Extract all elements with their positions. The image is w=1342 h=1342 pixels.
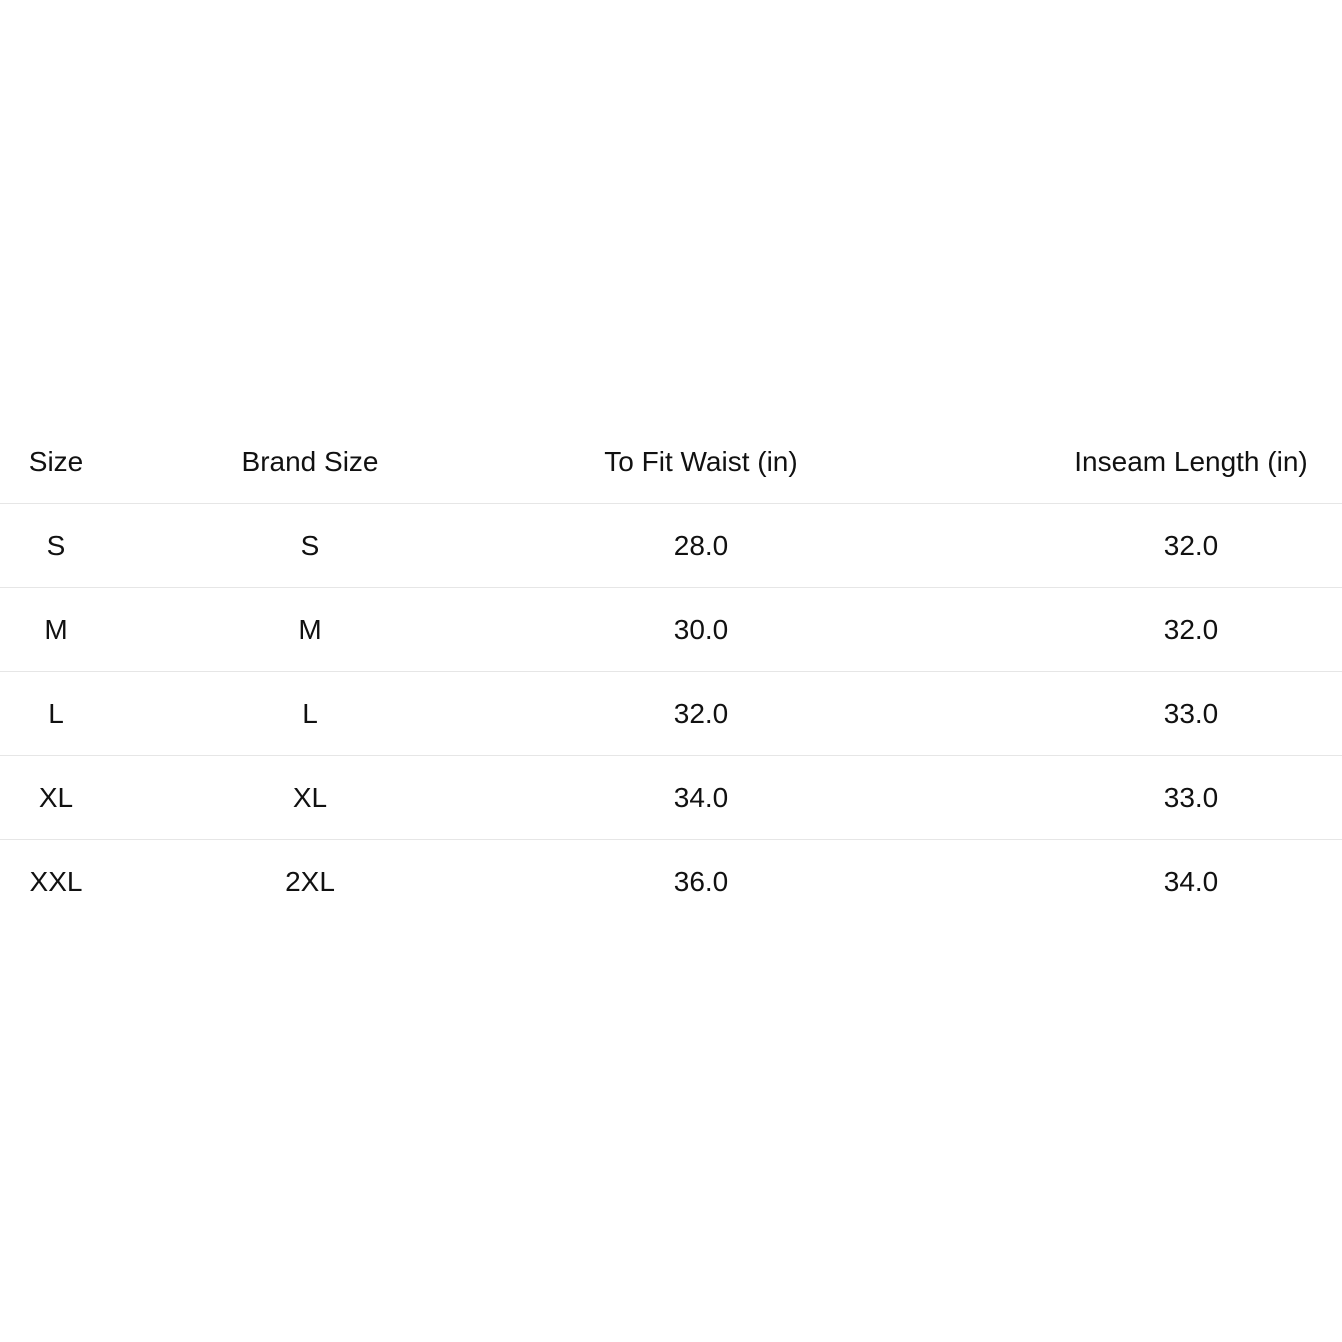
cell-brand-size: XL bbox=[292, 782, 328, 813]
cell-waist: 30.0 bbox=[673, 614, 729, 645]
cell-size: S bbox=[46, 530, 66, 561]
cell-size: XL bbox=[38, 782, 74, 813]
table-row: XL XL 34.0 33.0 bbox=[0, 756, 1342, 840]
cell-size: L bbox=[48, 698, 64, 729]
cell-waist: 36.0 bbox=[673, 866, 729, 897]
table-row: L L 32.0 33.0 bbox=[0, 672, 1342, 756]
cell-brand-size: M bbox=[298, 614, 322, 645]
cell-brand-size: 2XL bbox=[285, 866, 335, 897]
cell-brand-size: S bbox=[300, 530, 320, 561]
cell-inseam: 34.0 bbox=[1163, 866, 1219, 897]
cell-waist: 32.0 bbox=[673, 698, 729, 729]
cell-inseam: 33.0 bbox=[1163, 698, 1219, 729]
size-chart-table: Size Brand Size To Fit Waist (in) Inseam… bbox=[0, 420, 1342, 923]
table-row: M M 30.0 32.0 bbox=[0, 588, 1342, 672]
cell-inseam: 32.0 bbox=[1163, 614, 1219, 645]
table-row: XXL 2XL 36.0 34.0 bbox=[0, 840, 1342, 923]
header-size: Size bbox=[28, 446, 84, 477]
cell-brand-size: L bbox=[302, 698, 318, 729]
cell-waist: 28.0 bbox=[673, 530, 729, 561]
cell-size: M bbox=[44, 614, 68, 645]
cell-inseam: 33.0 bbox=[1163, 782, 1219, 813]
table-row: S S 28.0 32.0 bbox=[0, 504, 1342, 588]
header-waist: To Fit Waist (in) bbox=[604, 446, 798, 477]
cell-waist: 34.0 bbox=[673, 782, 729, 813]
header-inseam: Inseam Length (in) bbox=[1074, 446, 1308, 477]
cell-inseam: 32.0 bbox=[1163, 530, 1219, 561]
header-brand-size: Brand Size bbox=[241, 446, 379, 477]
table-header-row: Size Brand Size To Fit Waist (in) Inseam… bbox=[0, 420, 1342, 504]
cell-size: XXL bbox=[29, 866, 83, 897]
